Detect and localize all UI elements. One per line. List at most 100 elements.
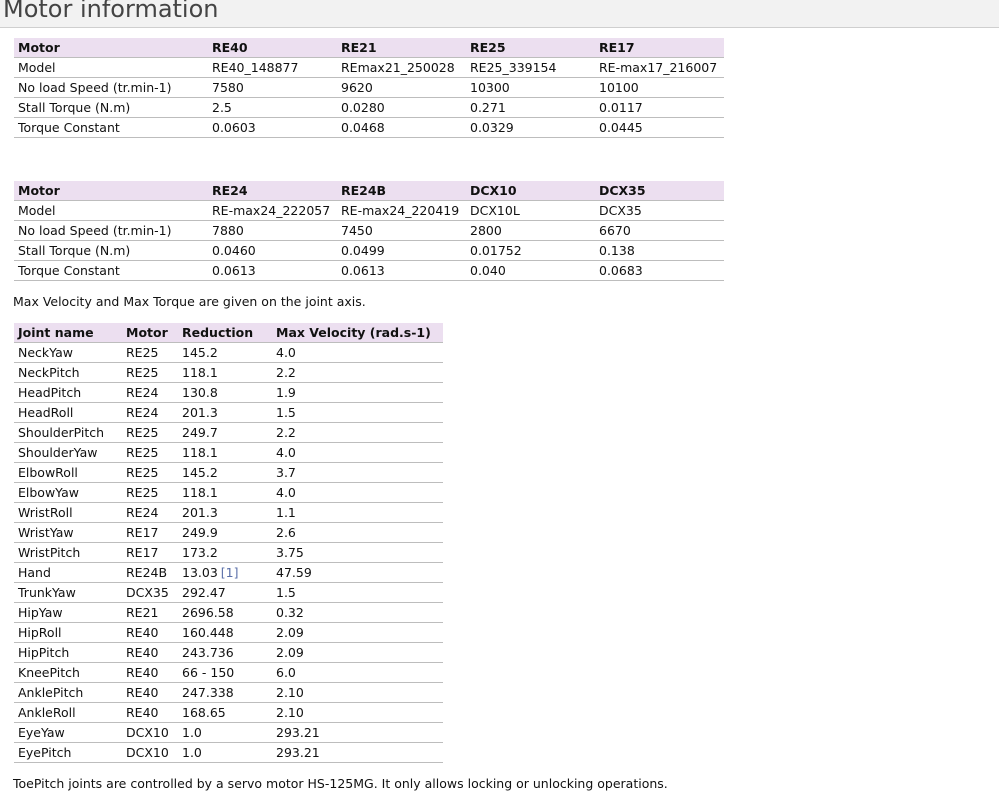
cell-text: 1.1: [276, 505, 296, 520]
cell-text: 249.9: [182, 525, 218, 540]
cell-text: WristPitch: [18, 545, 81, 560]
table-cell: 249.7: [178, 422, 272, 443]
table-cell: 1.0: [178, 742, 272, 763]
table-cell: 243.736: [178, 642, 272, 663]
table-cell: 249.9: [178, 522, 272, 543]
title-bar: Motor information: [0, 0, 999, 28]
table-row: No load Speed (tr.min-1) 7880 7450 2800 …: [14, 220, 724, 241]
table-cell: 247.338: [178, 682, 272, 703]
cell-text: ElbowYaw: [18, 485, 79, 500]
table-cell: Model: [14, 200, 208, 221]
table-cell: 0.01752: [466, 240, 595, 261]
cell-text: ShoulderPitch: [18, 425, 105, 440]
axis-note: Max Velocity and Max Torque are given on…: [13, 294, 366, 309]
table-cell: 1.0: [178, 722, 272, 743]
cell-text: 2.10: [276, 685, 304, 700]
cell-text: 2.10: [276, 705, 304, 720]
table-row: HipYaw RE21 2696.58 0.32: [14, 602, 443, 623]
cell-text: 4.0: [276, 445, 296, 460]
table-cell: 2.09: [272, 622, 443, 643]
cell-text: 118.1: [182, 485, 218, 500]
table-cell: 0.0499: [337, 240, 466, 261]
table-row: HipPitch RE40 243.736 2.09: [14, 642, 443, 663]
table-cell: NeckYaw: [14, 342, 122, 363]
table-cell: RE40: [122, 622, 178, 643]
cell-text: RE25: [126, 445, 159, 460]
cell-text: AnkleRoll: [18, 705, 76, 720]
table-cell: 0.0468: [337, 117, 466, 138]
header-cell: Reduction: [178, 323, 272, 343]
cell-text: 4.0: [276, 485, 296, 500]
table-row: ShoulderPitch RE25 249.7 2.2: [14, 422, 443, 443]
cell-text: RE24: [126, 385, 159, 400]
cell-text: 145.2: [182, 465, 218, 480]
table-cell: 0.0613: [337, 260, 466, 281]
table-cell: RE24: [122, 402, 178, 423]
table-cell: 7450: [337, 220, 466, 241]
table-cell: 2.2: [272, 422, 443, 443]
table-cell: RE25: [122, 362, 178, 383]
cell-text: 168.65: [182, 705, 226, 720]
cell-text: AnklePitch: [18, 685, 84, 700]
table-row: TrunkYaw DCX35 292.47 1.5: [14, 582, 443, 603]
cell-text: 2696.58: [182, 605, 234, 620]
table-cell: WristPitch: [14, 542, 122, 563]
table-cell: 4.0: [272, 342, 443, 363]
cell-text: 201.3: [182, 505, 218, 520]
cell-text: ShoulderYaw: [18, 445, 98, 460]
cell-text: RE17: [126, 525, 159, 540]
cell-text: Hand: [18, 565, 51, 580]
cell-text: KneePitch: [18, 665, 80, 680]
table-cell: 118.1: [178, 482, 272, 503]
table-row: EyeYaw DCX10 1.0 293.21: [14, 722, 443, 743]
table-cell: 201.3: [178, 402, 272, 423]
table-cell: RE-max17_216007: [595, 57, 724, 78]
table-cell: RE40: [122, 702, 178, 723]
table-row: AnkleRoll RE40 168.65 2.10: [14, 702, 443, 723]
cell-text: 66 - 150: [182, 665, 235, 680]
table-cell: RE40_148877: [208, 57, 337, 78]
table-row: KneePitch RE40 66 - 150 6.0: [14, 662, 443, 683]
table-cell: 293.21: [272, 722, 443, 743]
table-cell: 7580: [208, 77, 337, 98]
cell-text: 130.8: [182, 385, 218, 400]
table-cell: 3.7: [272, 462, 443, 483]
cell-text: EyeYaw: [18, 725, 65, 740]
motor-table-1: Motor RE40 RE21 RE25 RE17 Model RE40_148…: [14, 38, 724, 138]
table-cell: TrunkYaw: [14, 582, 122, 603]
table-cell: 0.0117: [595, 97, 724, 118]
table-cell: ShoulderYaw: [14, 442, 122, 463]
table-cell: 173.2: [178, 542, 272, 563]
cell-text: 1.0: [182, 745, 202, 760]
cell-text: HeadRoll: [18, 405, 74, 420]
joint-table-header-row: Joint name Motor Reduction Max Velocity …: [14, 323, 443, 343]
table-cell: RE17: [122, 522, 178, 543]
table-cell: 1.5: [272, 402, 443, 423]
cell-text: 1.5: [276, 405, 296, 420]
table-cell: ElbowRoll: [14, 462, 122, 483]
table-cell: 66 - 150: [178, 662, 272, 683]
header-cell: RE21: [337, 38, 466, 58]
table-row: Model RE40_148877 REmax21_250028 RE25_33…: [14, 57, 724, 78]
table-cell: 293.21: [272, 742, 443, 763]
cell-text: 1.9: [276, 385, 296, 400]
footnote-link[interactable]: [1]: [220, 565, 239, 580]
cell-text: RE25: [126, 465, 159, 480]
cell-text: 292.47: [182, 585, 226, 600]
table-row: ElbowYaw RE25 118.1 4.0: [14, 482, 443, 503]
cell-text: 0.32: [276, 605, 304, 620]
table-row: WristPitch RE17 173.2 3.75: [14, 542, 443, 563]
page-title: Motor information: [3, 0, 219, 23]
table-cell: HeadPitch: [14, 382, 122, 403]
motor-table-header-row: Motor RE40 RE21 RE25 RE17: [14, 38, 724, 58]
table-row: ShoulderYaw RE25 118.1 4.0: [14, 442, 443, 463]
cell-text: RE40: [126, 685, 159, 700]
table-cell: 4.0: [272, 482, 443, 503]
header-cell: DCX10: [466, 181, 595, 201]
table-cell: WristYaw: [14, 522, 122, 543]
cell-text: 6.0: [276, 665, 296, 680]
cell-text: 118.1: [182, 365, 218, 380]
cell-text: 3.75: [276, 545, 304, 560]
header-cell: Motor: [14, 181, 208, 201]
cell-text: RE25: [126, 485, 159, 500]
